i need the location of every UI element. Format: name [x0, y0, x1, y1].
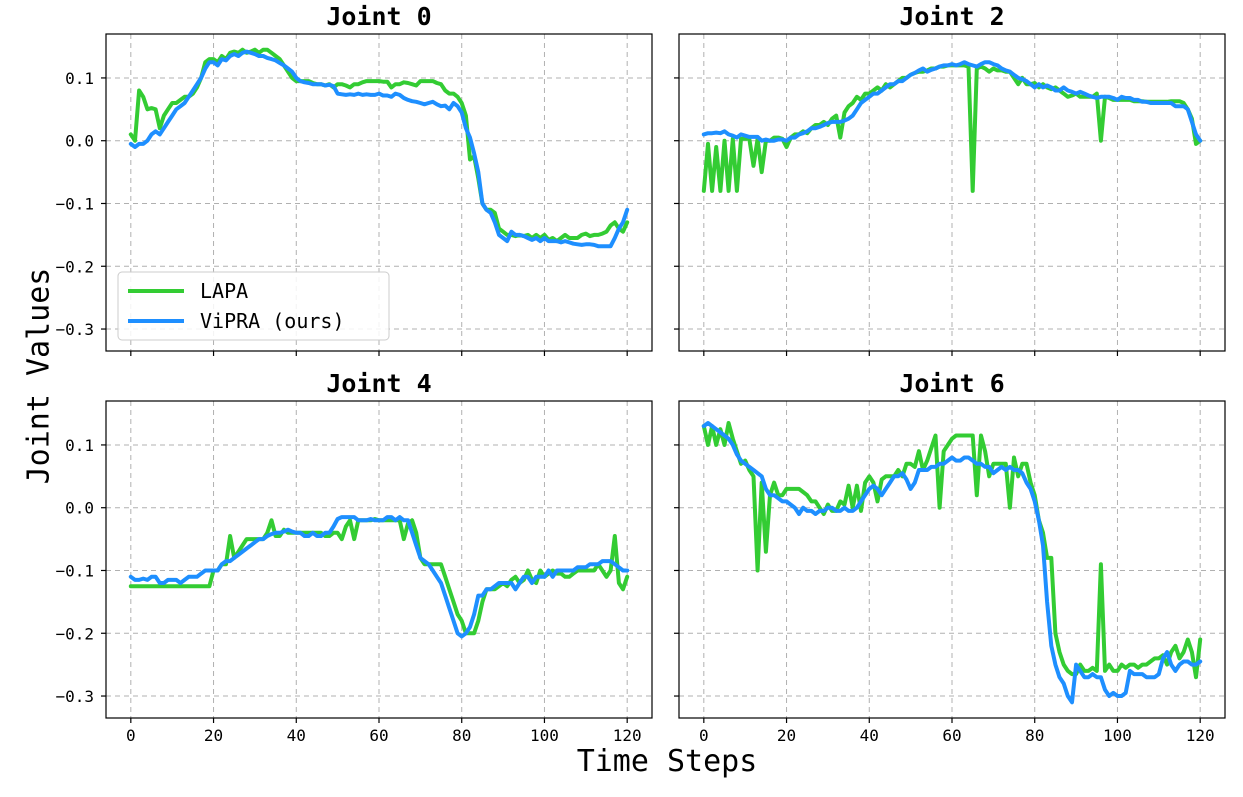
axes-frame — [678, 33, 1226, 352]
panel-title: Joint 6 — [899, 369, 1004, 398]
legend-box — [117, 271, 390, 341]
y-axis-label: Joint Values — [22, 268, 57, 485]
y-tick-label: −0.1 — [55, 194, 94, 213]
x-tick-label: 0 — [699, 726, 709, 745]
y-tick-label: −0.3 — [55, 687, 94, 706]
series-line-vipra — [128, 515, 630, 639]
series-group — [128, 47, 630, 249]
x-tick-label: 40 — [860, 726, 879, 745]
x-tick-label: 40 — [287, 726, 306, 745]
panel-title: Joint 0 — [326, 2, 431, 31]
y-tick-label: 0.1 — [65, 69, 94, 88]
x-tick-label: 20 — [777, 726, 796, 745]
x-tick-label: 100 — [530, 726, 559, 745]
x-tick-label: 80 — [452, 726, 471, 745]
joint-panel-1: Joint 2 — [674, 2, 1226, 356]
x-tick-label: 100 — [1103, 726, 1132, 745]
x-tick-label: 60 — [369, 726, 388, 745]
series-group — [128, 515, 630, 639]
y-tick-label: −0.2 — [55, 624, 94, 643]
joint-panel-3: Joint 6 0 20 40 60 80 100 120 — [674, 369, 1226, 745]
y-tick-label: −0.3 — [55, 320, 94, 339]
x-tick-label: 120 — [1186, 726, 1215, 745]
x-tick-label: 120 — [613, 726, 642, 745]
legend-label: ViPRA (ours) — [200, 309, 345, 333]
y-tick-label: 0.0 — [65, 132, 94, 151]
axes-frame — [678, 400, 1226, 719]
axes-frame — [105, 400, 653, 719]
joint-panel-0: Joint 0 −0.3 −0.2 −0.1 0.0 0.1 LAPA ViPRA (ours… — [55, 2, 653, 356]
legend: LAPA ViPRA (ours) — [117, 271, 390, 341]
x-tick-label: 60 — [942, 726, 961, 745]
x-tick-label: 20 — [204, 726, 223, 745]
y-tick-label: 0.1 — [65, 436, 94, 455]
y-tick-label: −0.2 — [55, 257, 94, 276]
x-axis-label: Time Steps — [577, 744, 758, 779]
y-tick-label: 0.0 — [65, 499, 94, 518]
series-line-vipra — [128, 49, 630, 249]
panel-title: Joint 2 — [899, 2, 1004, 31]
series-group — [701, 60, 1203, 193]
series-line-vipra — [701, 60, 1203, 143]
series-line-vipra — [701, 421, 1203, 705]
series-group — [701, 421, 1203, 705]
axes-frame — [105, 33, 653, 352]
series-line-lapa — [701, 421, 1203, 680]
joint-panel-2: Joint 4 0 20 40 60 80 100 120 −0.3 −0.2 −0.1 0.0 0.1 — [55, 369, 653, 745]
panel-title: Joint 4 — [326, 369, 431, 398]
legend-label: LAPA — [200, 279, 248, 303]
x-tick-label: 0 — [126, 726, 136, 745]
x-tick-label: 80 — [1025, 726, 1044, 745]
y-tick-label: −0.1 — [55, 561, 94, 580]
series-line-lapa — [128, 47, 630, 244]
subplots: Joint 0 −0.3 −0.2 −0.1 0.0 0.1 LAPA ViPRA (ours… — [55, 2, 1226, 745]
